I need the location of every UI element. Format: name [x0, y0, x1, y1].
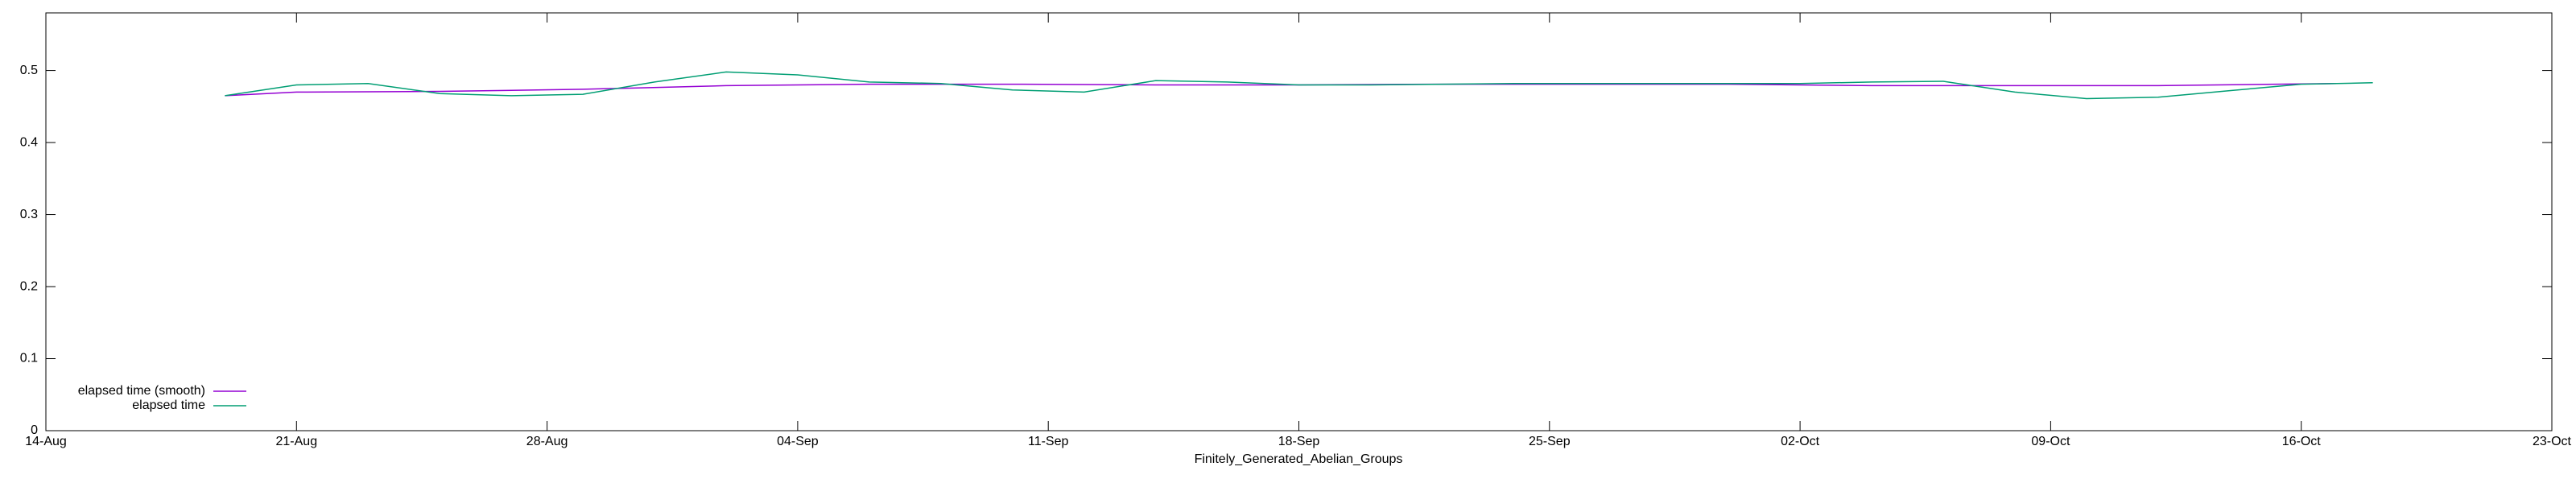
x-tick-label: 11-Sep — [1028, 435, 1069, 448]
y-tick-label: 0.4 — [20, 135, 38, 149]
y-tick-label: 0.5 — [20, 64, 38, 77]
x-tick-label: 14-Aug — [25, 435, 67, 448]
y-tick-label: 0 — [31, 423, 38, 437]
series-line — [225, 71, 2373, 100]
legend-label: elapsed time (smooth) — [78, 384, 205, 398]
x-axis-label: Finitely_Generated_Abelian_Groups — [1195, 452, 1403, 466]
x-tick-label: 25-Sep — [1529, 435, 1571, 448]
x-tick-label: 28-Aug — [526, 435, 568, 448]
x-tick-label: 09-Oct — [2031, 435, 2070, 448]
x-tick-label: 21-Aug — [276, 435, 318, 448]
x-tick-label: 23-Oct — [2533, 435, 2572, 448]
y-tick-label: 0.3 — [20, 208, 38, 221]
y-tick-label: 0.2 — [20, 279, 38, 293]
y-tick-label: 0.1 — [20, 352, 38, 365]
x-tick-label: 16-Oct — [2282, 435, 2322, 448]
x-tick-label: 04-Sep — [777, 435, 819, 448]
plot-frame — [45, 12, 2553, 431]
series-line — [225, 82, 2338, 97]
x-tick-label: 18-Sep — [1278, 435, 1320, 448]
legend-label: elapsed time — [132, 398, 205, 412]
x-tick-label: 02-Oct — [1781, 435, 1820, 448]
